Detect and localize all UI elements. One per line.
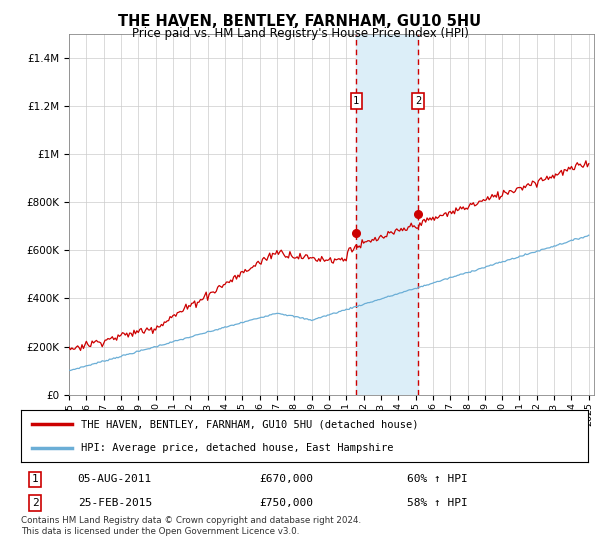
- Bar: [356, 34, 418, 395]
- Text: HPI: Average price, detached house, East Hampshire: HPI: Average price, detached house, East…: [80, 443, 393, 453]
- Text: Contains HM Land Registry data © Crown copyright and database right 2024.
This d: Contains HM Land Registry data © Crown c…: [21, 516, 361, 536]
- Text: 60% ↑ HPI: 60% ↑ HPI: [407, 474, 467, 484]
- Text: THE HAVEN, BENTLEY, FARNHAM, GU10 5HU (detached house): THE HAVEN, BENTLEY, FARNHAM, GU10 5HU (d…: [80, 419, 418, 430]
- Text: 1: 1: [32, 474, 38, 484]
- Text: 25-FEB-2015: 25-FEB-2015: [78, 498, 152, 508]
- Text: £670,000: £670,000: [259, 474, 313, 484]
- Text: 05-AUG-2011: 05-AUG-2011: [78, 474, 152, 484]
- Text: Price paid vs. HM Land Registry's House Price Index (HPI): Price paid vs. HM Land Registry's House …: [131, 27, 469, 40]
- Text: £750,000: £750,000: [259, 498, 313, 508]
- Text: 2: 2: [32, 498, 38, 508]
- Text: THE HAVEN, BENTLEY, FARNHAM, GU10 5HU: THE HAVEN, BENTLEY, FARNHAM, GU10 5HU: [118, 14, 482, 29]
- Text: 2: 2: [415, 96, 421, 106]
- Text: 58% ↑ HPI: 58% ↑ HPI: [407, 498, 467, 508]
- Text: 1: 1: [353, 96, 359, 106]
